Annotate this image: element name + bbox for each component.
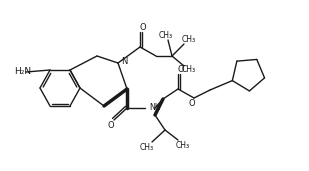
Text: O: O [178,65,184,75]
Text: O: O [189,98,195,108]
Text: O: O [108,121,114,129]
Text: CH₃: CH₃ [140,142,154,152]
Text: CH₃: CH₃ [176,141,190,149]
Text: O: O [140,23,146,32]
Text: CH₃: CH₃ [159,31,173,41]
Text: H₂N: H₂N [14,68,31,76]
Text: CH₃: CH₃ [182,65,196,75]
Text: CH₃: CH₃ [182,36,196,44]
Text: N: N [121,56,127,65]
Text: NH: NH [149,102,161,111]
